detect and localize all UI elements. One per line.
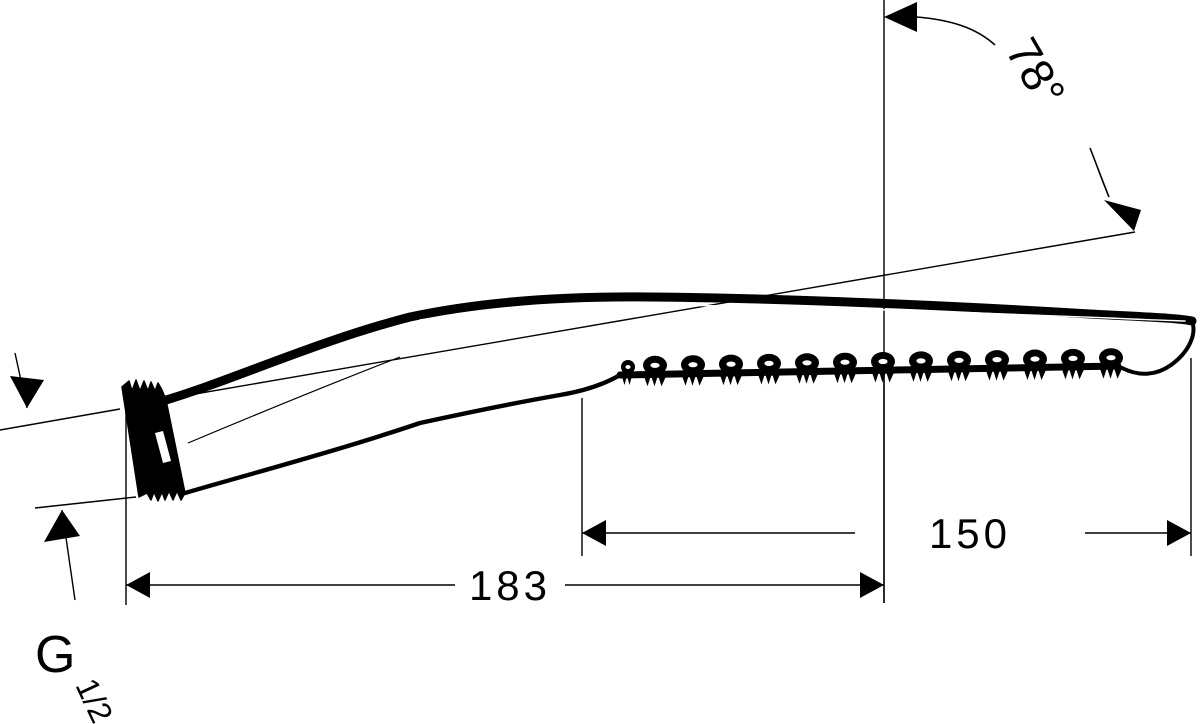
svg-text:150: 150 <box>929 510 1011 557</box>
svg-text:G: G <box>35 626 75 684</box>
svg-text:183: 183 <box>469 562 551 609</box>
